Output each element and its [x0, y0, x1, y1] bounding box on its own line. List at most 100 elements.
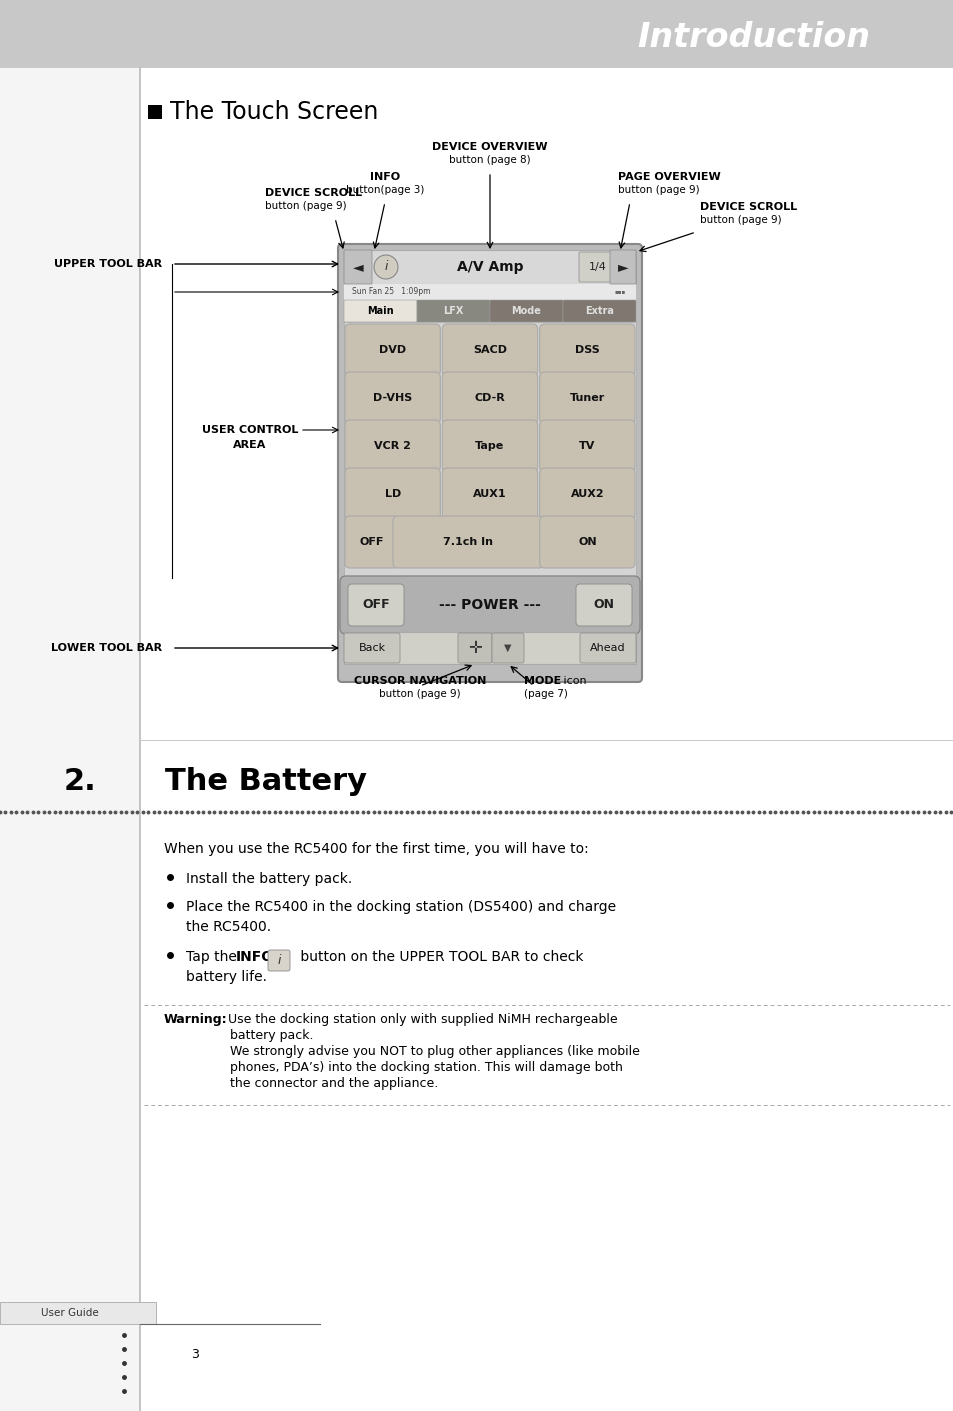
FancyBboxPatch shape	[539, 516, 635, 569]
Text: A/V Amp: A/V Amp	[456, 260, 522, 274]
Text: LOWER TOOL BAR: LOWER TOOL BAR	[51, 643, 162, 653]
Text: i: i	[277, 954, 280, 968]
Text: When you use the RC5400 for the first time, you will have to:: When you use the RC5400 for the first ti…	[164, 842, 588, 856]
FancyBboxPatch shape	[562, 301, 636, 322]
Text: The Battery: The Battery	[165, 768, 367, 796]
FancyBboxPatch shape	[539, 325, 635, 375]
Text: Ahead: Ahead	[590, 643, 625, 653]
FancyBboxPatch shape	[339, 576, 639, 634]
Text: the RC5400.: the RC5400.	[186, 920, 271, 934]
FancyBboxPatch shape	[345, 468, 440, 521]
FancyBboxPatch shape	[344, 634, 399, 663]
FancyBboxPatch shape	[539, 468, 635, 521]
Text: 3: 3	[191, 1349, 199, 1362]
FancyBboxPatch shape	[345, 516, 398, 569]
FancyBboxPatch shape	[609, 250, 636, 284]
Text: Tap the: Tap the	[186, 950, 241, 964]
Text: Install the battery pack.: Install the battery pack.	[186, 872, 352, 886]
Text: --- POWER ---: --- POWER ---	[438, 598, 540, 612]
Text: 7.1ch In: 7.1ch In	[443, 538, 493, 547]
Text: User Guide: User Guide	[41, 1308, 99, 1318]
FancyBboxPatch shape	[442, 420, 537, 473]
FancyBboxPatch shape	[442, 373, 537, 423]
Text: button (page 9): button (page 9)	[700, 214, 781, 224]
Text: INFO: INFO	[235, 950, 274, 964]
Text: PAGE OVERVIEW: PAGE OVERVIEW	[618, 172, 720, 182]
Text: the connector and the appliance.: the connector and the appliance.	[230, 1077, 437, 1091]
Text: We strongly advise you NOT to plug other appliances (like mobile: We strongly advise you NOT to plug other…	[230, 1046, 639, 1058]
Text: MODE: MODE	[523, 676, 560, 686]
FancyBboxPatch shape	[579, 634, 636, 663]
FancyBboxPatch shape	[345, 373, 440, 423]
Text: CURSOR NAVIGATION: CURSOR NAVIGATION	[354, 676, 486, 686]
FancyBboxPatch shape	[345, 325, 440, 375]
Text: i: i	[384, 261, 387, 274]
Bar	[344, 632, 636, 665]
Bar	[148, 104, 162, 119]
Text: Main: Main	[367, 306, 394, 316]
Text: ◄: ◄	[353, 260, 363, 274]
Text: AREA: AREA	[233, 440, 267, 450]
Bar	[0, 1302, 156, 1324]
FancyBboxPatch shape	[393, 516, 543, 569]
Text: button (page 9): button (page 9)	[265, 200, 346, 212]
FancyBboxPatch shape	[344, 250, 372, 284]
Text: ▪▪▪: ▪▪▪	[614, 289, 625, 295]
Text: The Touch Screen: The Touch Screen	[170, 100, 378, 124]
Text: 2.: 2.	[64, 768, 96, 796]
Text: button on the UPPER TOOL BAR to check: button on the UPPER TOOL BAR to check	[295, 950, 583, 964]
FancyBboxPatch shape	[345, 420, 440, 473]
Bar	[344, 250, 636, 284]
Text: VCR 2: VCR 2	[374, 442, 411, 452]
Text: Tape: Tape	[475, 442, 504, 452]
Text: battery pack.: battery pack.	[230, 1029, 314, 1041]
Text: Back: Back	[358, 643, 385, 653]
Text: D-VHS: D-VHS	[373, 394, 412, 404]
Text: DVD: DVD	[378, 346, 406, 356]
FancyBboxPatch shape	[578, 253, 617, 282]
Bar	[0, 0, 953, 68]
Text: Introduction: Introduction	[637, 21, 869, 54]
Text: Warning:: Warning:	[164, 1013, 228, 1026]
Text: OFF: OFF	[359, 538, 384, 547]
Text: DSS: DSS	[575, 346, 599, 356]
Text: Extra: Extra	[584, 306, 614, 316]
Text: AUX1: AUX1	[473, 490, 506, 499]
Text: battery life.: battery life.	[186, 969, 267, 983]
FancyBboxPatch shape	[348, 584, 403, 626]
Text: CD-R: CD-R	[475, 394, 505, 404]
Text: Tuner: Tuner	[569, 394, 604, 404]
Text: SACD: SACD	[473, 346, 506, 356]
FancyBboxPatch shape	[490, 301, 562, 322]
Text: (page 7): (page 7)	[523, 689, 567, 698]
FancyBboxPatch shape	[539, 373, 635, 423]
Text: button(page 3): button(page 3)	[345, 185, 424, 195]
FancyBboxPatch shape	[442, 325, 537, 375]
Text: INFO: INFO	[370, 172, 399, 182]
Text: button (page 8): button (page 8)	[449, 155, 530, 165]
Text: icon: icon	[559, 676, 586, 686]
Text: Place the RC5400 in the docking station (DS5400) and charge: Place the RC5400 in the docking station …	[186, 900, 616, 914]
Circle shape	[374, 255, 397, 279]
FancyBboxPatch shape	[492, 634, 523, 663]
Text: LFX: LFX	[443, 306, 463, 316]
Text: LD: LD	[384, 490, 400, 499]
Text: Mode: Mode	[511, 306, 541, 316]
FancyBboxPatch shape	[442, 468, 537, 521]
FancyBboxPatch shape	[457, 634, 492, 663]
FancyBboxPatch shape	[337, 244, 641, 682]
Text: ON: ON	[578, 538, 596, 547]
Text: Use the docking station only with supplied NiMH rechargeable: Use the docking station only with suppli…	[228, 1013, 617, 1026]
FancyBboxPatch shape	[268, 950, 290, 971]
Text: UPPER TOOL BAR: UPPER TOOL BAR	[53, 260, 162, 270]
FancyBboxPatch shape	[416, 301, 490, 322]
Text: DEVICE SCROLL: DEVICE SCROLL	[265, 188, 362, 198]
FancyBboxPatch shape	[539, 420, 635, 473]
Text: 1/4: 1/4	[588, 262, 606, 272]
Text: Sun Fan 25   1:09pm: Sun Fan 25 1:09pm	[352, 288, 430, 296]
FancyBboxPatch shape	[576, 584, 631, 626]
Text: ▼: ▼	[504, 643, 511, 653]
Text: OFF: OFF	[362, 598, 390, 611]
Text: ON: ON	[593, 598, 614, 611]
Text: USER CONTROL: USER CONTROL	[202, 425, 298, 435]
